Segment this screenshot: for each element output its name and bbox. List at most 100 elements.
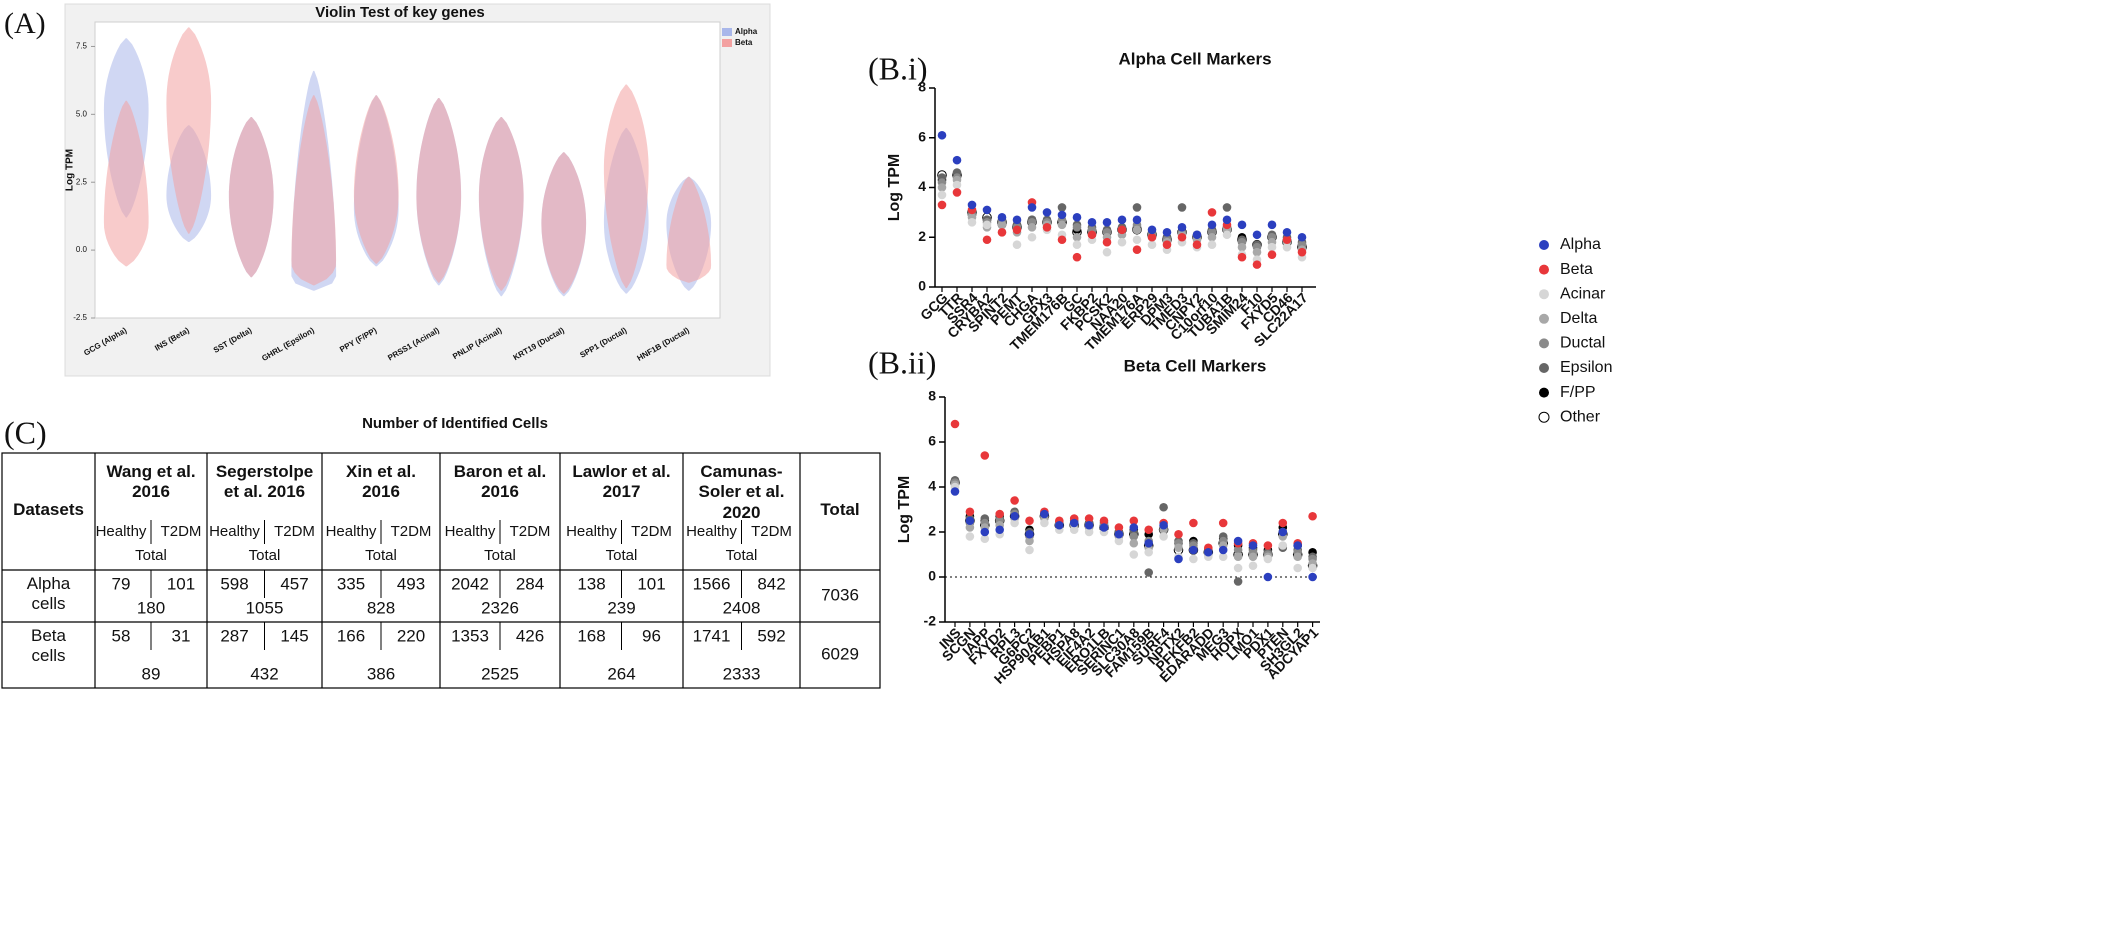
dot xyxy=(1025,536,1034,546)
sub-label: Healthy xyxy=(445,523,496,540)
dot xyxy=(1117,215,1127,225)
dot xyxy=(980,534,990,544)
dot xyxy=(1117,237,1127,247)
dot xyxy=(1207,208,1217,217)
y-tick-label: 2 xyxy=(928,523,936,539)
dot xyxy=(1132,203,1142,212)
dot xyxy=(1159,502,1168,512)
dot xyxy=(1237,220,1247,230)
panel-label: (B.i) xyxy=(868,50,928,86)
dot xyxy=(1099,516,1109,526)
dot xyxy=(1267,220,1277,230)
dot xyxy=(1072,223,1082,232)
dot xyxy=(1192,240,1202,250)
chart-title: Violin Test of key genes xyxy=(315,4,485,21)
legend-label: Alpha xyxy=(735,27,758,36)
dot xyxy=(1293,552,1302,562)
sub-label: T2DM xyxy=(274,523,315,540)
dot xyxy=(952,180,962,190)
dot xyxy=(1278,518,1288,528)
row-label: Beta cells xyxy=(31,626,66,666)
corner-header-box: Datasets xyxy=(13,500,84,519)
dot xyxy=(1282,242,1292,252)
dot xyxy=(1248,541,1258,550)
dot xyxy=(1055,520,1064,530)
dot xyxy=(997,227,1007,237)
cell-value: 101 xyxy=(637,574,665,593)
dot xyxy=(1162,240,1172,250)
dot xyxy=(995,525,1004,535)
dot xyxy=(1308,563,1317,573)
legend-label: Epsilon xyxy=(1560,359,1612,376)
dot xyxy=(1233,536,1243,546)
total-header-box: Total xyxy=(820,500,860,519)
cell-total: 239 xyxy=(607,598,635,617)
cell-total: 2326 xyxy=(481,598,519,617)
dot xyxy=(1057,220,1067,230)
chart-title: Beta Cell Markers xyxy=(1124,356,1267,375)
dot xyxy=(1207,240,1217,250)
dot xyxy=(1132,235,1142,245)
panel-label: (B.ii) xyxy=(868,344,936,380)
dot xyxy=(1027,223,1037,232)
legend-label: Beta xyxy=(1560,261,1593,278)
dot xyxy=(937,200,947,210)
y-axis-label: Log TPM xyxy=(886,154,903,222)
dot xyxy=(1129,523,1139,532)
cell-value: 598 xyxy=(220,574,248,593)
row-total: 6029 xyxy=(821,644,859,663)
dot xyxy=(1069,525,1079,535)
dataset-header-box: Wang et al. 2016 xyxy=(106,462,195,501)
legend-marker xyxy=(1539,387,1549,398)
sub-label: Healthy xyxy=(209,523,260,540)
y-axis-label: Log TPM xyxy=(896,476,913,544)
dot xyxy=(1144,568,1153,577)
dot xyxy=(1233,545,1243,555)
legend-label: Delta xyxy=(1560,310,1597,327)
dot xyxy=(1263,554,1273,564)
dot xyxy=(1084,527,1094,537)
dot xyxy=(1129,550,1139,559)
dot xyxy=(1237,252,1247,262)
dot xyxy=(980,527,990,537)
legend-label: Ductal xyxy=(1560,335,1605,352)
legend-marker xyxy=(1538,411,1550,423)
sub-label: T2DM xyxy=(161,523,202,540)
dot xyxy=(980,451,990,460)
total-header: Total xyxy=(820,500,860,519)
y-tick-label: 8 xyxy=(928,388,936,404)
dot xyxy=(1204,547,1213,557)
dot xyxy=(1222,230,1232,240)
dot xyxy=(937,130,947,140)
sub-label: T2DM xyxy=(391,523,432,540)
dot xyxy=(1114,523,1124,532)
cell-value: 426 xyxy=(516,626,544,645)
dot xyxy=(1147,240,1157,250)
y-tick-label: 2 xyxy=(918,228,926,244)
dataset-header-box: Baron et al. 2016 xyxy=(454,462,547,501)
dot xyxy=(1057,235,1067,245)
dot xyxy=(1278,527,1288,537)
cell-value: 58 xyxy=(112,626,131,645)
dot xyxy=(1293,541,1302,550)
cell-total: 89 xyxy=(142,664,161,683)
cell-value: 287 xyxy=(220,626,248,645)
dot xyxy=(1132,215,1142,225)
cell-value: 96 xyxy=(642,626,661,645)
violin xyxy=(103,100,149,267)
dot xyxy=(1057,203,1067,212)
sub-label: Healthy xyxy=(566,523,617,540)
dot xyxy=(1072,232,1082,242)
cell-total: 386 xyxy=(367,664,395,683)
dot xyxy=(1282,227,1292,237)
dot xyxy=(1072,252,1082,262)
cell-total: 2333 xyxy=(723,664,761,683)
dot xyxy=(1099,523,1109,532)
dot xyxy=(1027,232,1037,242)
cell-value: 493 xyxy=(397,574,425,593)
y-tick-label: -2.5 xyxy=(73,313,87,322)
dot xyxy=(950,419,960,429)
dot xyxy=(1177,232,1187,242)
dot xyxy=(1012,240,1022,250)
dot xyxy=(1297,232,1307,242)
